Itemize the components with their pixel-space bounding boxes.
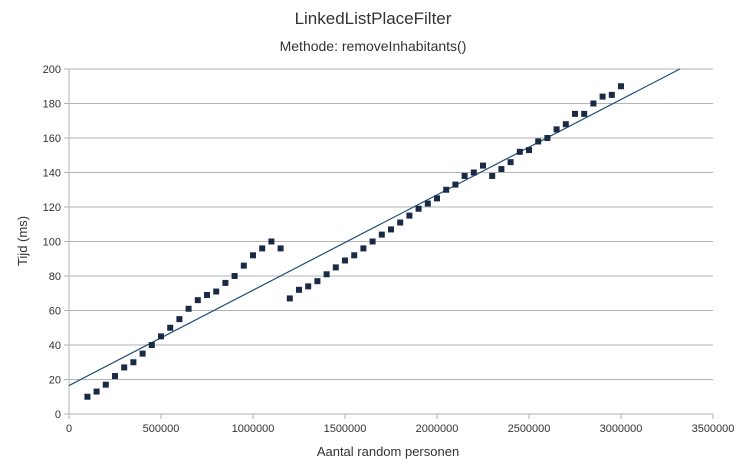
y-tick-label: 200: [43, 64, 61, 76]
data-point: [139, 350, 146, 357]
data-point: [231, 273, 238, 279]
y-tick-label: 20: [49, 375, 61, 387]
data-point: [562, 121, 569, 128]
data-point: [608, 91, 615, 98]
x-tick-label: 1000000: [232, 423, 275, 435]
data-point: [112, 373, 118, 380]
data-point: [259, 245, 266, 252]
x-tick-label: 3000000: [600, 423, 643, 435]
data-point: [204, 291, 210, 298]
data-point: [84, 393, 91, 400]
x-tick-label: 2500000: [508, 423, 551, 435]
chart-subtitle: Methode: removeInhabitants(): [280, 38, 467, 54]
data-point: [378, 231, 385, 238]
data-point: [250, 252, 256, 259]
data-point: [461, 172, 468, 179]
data-point: [553, 126, 560, 133]
x-tick-label: 500000: [143, 423, 180, 435]
data-point: [498, 166, 505, 173]
data-point: [489, 172, 496, 179]
data-point: [406, 212, 413, 219]
data-point: [158, 333, 164, 340]
axes: [64, 68, 714, 419]
data-point: [148, 342, 155, 348]
data-point: [351, 252, 358, 259]
data-point: [277, 245, 284, 252]
data-point: [535, 138, 542, 145]
data-point: [415, 205, 422, 212]
x-tick-label: 0: [66, 423, 72, 435]
trendline-layer: [68, 68, 681, 387]
data-point: [222, 279, 229, 286]
x-tick-label: 1500000: [324, 423, 367, 435]
data-point: [424, 200, 431, 207]
y-tick-label: 60: [49, 306, 61, 318]
data-point: [599, 93, 606, 100]
x-tick-label: 3500000: [692, 423, 735, 435]
data-point: [323, 271, 330, 278]
y-tick-label: 160: [43, 133, 61, 145]
data-point: [342, 257, 348, 264]
data-point: [121, 364, 128, 371]
y-tick-label: 80: [49, 271, 61, 283]
data-point: [194, 297, 201, 304]
data-point: [240, 262, 247, 269]
data-point: [590, 100, 597, 107]
data-point: [332, 264, 339, 271]
y-tick-label: 0: [55, 409, 61, 421]
tick-labels: 0 20 40 60 80 100 120 140 160 180 200 0 500000 100000…: [43, 64, 735, 435]
y-tick-label: 140: [43, 168, 61, 180]
data-point: [507, 159, 514, 166]
data-point: [305, 283, 312, 290]
y-tick-label: 40: [49, 340, 61, 352]
data-point: [397, 219, 404, 226]
data-point: [618, 83, 624, 90]
data-point: [167, 324, 174, 331]
data-point: [213, 288, 220, 295]
data-point: [185, 305, 192, 312]
data-point: [480, 162, 486, 169]
y-tick-label: 180: [43, 99, 61, 111]
data-point: [268, 238, 275, 245]
data-point: [369, 238, 376, 245]
x-tick-label: 2000000: [416, 423, 459, 435]
data-point: [572, 110, 578, 117]
data-point: [286, 295, 293, 302]
data-point: [544, 135, 551, 141]
data-point: [176, 316, 183, 323]
gridlines: [69, 68, 713, 415]
data-point: [360, 245, 367, 252]
x-axis-label: Aantal random personen: [317, 444, 459, 459]
data-point: [130, 359, 137, 366]
data-point: [470, 169, 477, 176]
y-tick-label: 100: [43, 237, 61, 249]
trendline: [68, 68, 681, 387]
data-point: [526, 147, 532, 154]
data-point: [388, 226, 394, 233]
data-point: [443, 186, 450, 193]
y-axis-label: Tijd (ms): [15, 216, 30, 266]
data-point: [93, 388, 100, 395]
data-point: [434, 195, 440, 202]
data-points: [84, 83, 624, 400]
data-point: [452, 181, 459, 188]
data-point: [516, 148, 523, 155]
chart-title: LinkedListPlaceFilter: [295, 9, 452, 28]
y-tick-label: 120: [43, 202, 61, 214]
data-point: [314, 278, 321, 285]
data-point: [581, 110, 588, 117]
data-point: [296, 286, 302, 293]
data-point: [102, 381, 109, 388]
